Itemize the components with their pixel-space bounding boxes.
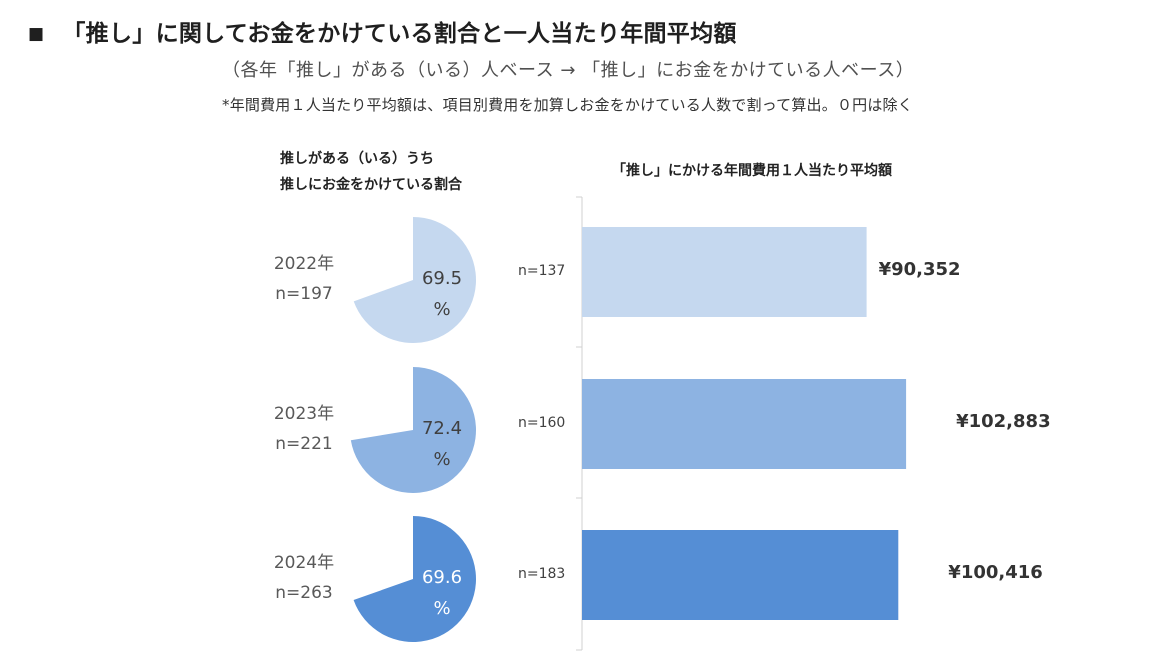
pie-n-label: n=263	[275, 583, 333, 603]
pie-n-label: n=221	[275, 434, 333, 454]
pie-year-label: 2023年	[273, 404, 335, 424]
pie-slice-1	[350, 367, 477, 494]
footnote: *年間費用１人当たり平均額は、項目別費用を加算しお金をかけている人数で割って算出…	[222, 96, 913, 114]
pie-heading-line2: 推しにお金をかけている割合	[280, 177, 462, 193]
title-text: 「推し」に関してお金をかけている割合と一人当たり年間平均額	[62, 21, 737, 47]
bar-value-label: ¥100,416	[948, 562, 1043, 583]
pie-value-label: 69.6	[421, 567, 463, 588]
pie-slice-2	[353, 516, 476, 643]
bar-heading: 「推し」にかける年間費用１人当たり平均額	[612, 163, 892, 179]
pie-percent-sign: %	[433, 299, 451, 320]
bar-n-label: n=183	[518, 566, 566, 582]
bar-value-label: ¥102,883	[956, 411, 1051, 432]
bar-1	[582, 379, 907, 469]
bar-n-label: n=137	[518, 263, 566, 279]
pie-value-label: 72.4	[421, 418, 463, 439]
bar-2	[582, 530, 899, 620]
subtitle: （各年「推し」がある（いる）人ベース → 「推し」にお金をかけている人ベース）	[222, 60, 915, 81]
bar-0	[582, 227, 867, 317]
pie-percent-sign: %	[433, 449, 451, 470]
pie-slice-0	[353, 217, 476, 343]
pie-n-label: n=197	[275, 284, 333, 304]
pie-heading-line1: 推しがある（いる）うち	[280, 151, 434, 167]
bar-n-label: n=160	[518, 415, 566, 431]
bar-value-label: ¥90,352	[878, 259, 961, 280]
page-title: ■ 「推し」に関してお金をかけている割合と一人当たり年間平均額	[28, 14, 737, 48]
pie-year-label: 2024年	[273, 553, 335, 573]
title-bullet: ■	[28, 24, 45, 44]
pie-value-label: 69.5	[421, 268, 463, 289]
pie-year-label: 2022年	[273, 254, 335, 274]
pie-percent-sign: %	[433, 598, 451, 619]
